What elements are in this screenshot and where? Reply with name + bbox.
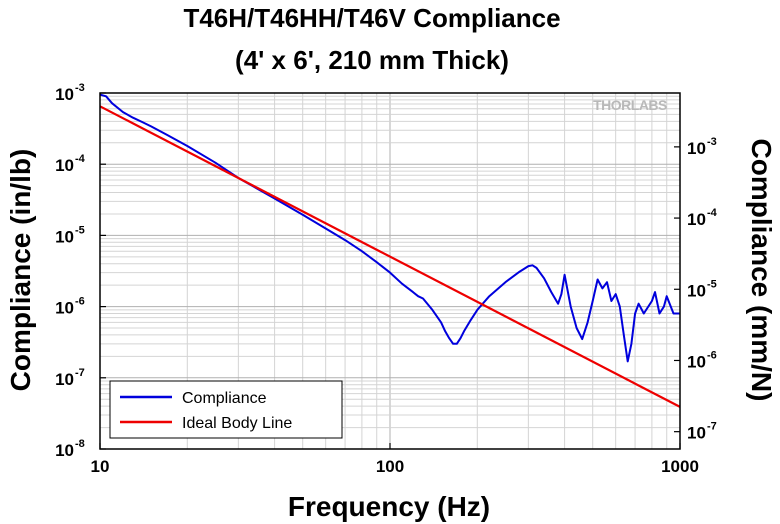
- chart-title: T46H/T46HH/T46V Compliance: [183, 3, 560, 33]
- y-left-tick-exponent: -7: [75, 367, 85, 379]
- y-left-tick-exponent: -8: [75, 438, 85, 450]
- y-right-tick-label: 10: [687, 139, 706, 158]
- y-left-tick-label: 10: [55, 299, 74, 318]
- y-axis-title-right: Compliance (mm/N): [746, 139, 777, 402]
- y-axis-title-left: Compliance (in/lb): [5, 149, 36, 392]
- y-right-tick-exponent: -3: [707, 136, 717, 148]
- y-right-tick-label: 10: [687, 352, 706, 371]
- series-line-compliance: [99, 93, 680, 363]
- y-left-tick-label: 10: [55, 85, 74, 104]
- legend-box: [109, 380, 343, 439]
- y-right-tick-exponent: -6: [707, 349, 717, 361]
- chart-subtitle: (4' x 6', 210 mm Thick): [235, 45, 509, 75]
- y-left-tick-exponent: -6: [75, 296, 85, 308]
- watermark: THORLABS: [593, 97, 667, 113]
- y-left-tick-label: 10: [55, 227, 74, 246]
- y-right-tick-label: 10: [687, 281, 706, 300]
- y-right-tick-exponent: -5: [707, 278, 717, 290]
- x-tick-label: 1000: [661, 457, 699, 476]
- legend-label-ideal-body-line: Ideal Body Line: [182, 415, 292, 432]
- y-left-tick-label: 10: [55, 370, 74, 389]
- legend: Compliance Ideal Body Line: [109, 380, 343, 439]
- watermark-text: THORLABS: [593, 97, 667, 113]
- y-left-tick-label: 10: [55, 441, 74, 460]
- x-tick-label: 10: [91, 457, 110, 476]
- y-right-tick-label: 10: [687, 210, 706, 229]
- series-layer: [99, 93, 681, 408]
- y-right-tick-label: 10: [687, 424, 706, 443]
- x-tick-label: 100: [376, 457, 404, 476]
- x-axis-title: Frequency (Hz): [288, 491, 490, 522]
- y-right-tick-exponent: -4: [707, 207, 718, 219]
- y-left-tick-exponent: -5: [75, 224, 85, 236]
- legend-label-compliance: Compliance: [182, 390, 267, 407]
- grid: [100, 93, 680, 449]
- y-left-tick-label: 10: [55, 156, 74, 175]
- y-left-tick-exponent: -3: [75, 82, 85, 94]
- series-line-ideal-body-line: [99, 105, 681, 408]
- y-right-tick-exponent: -7: [707, 421, 717, 433]
- y-left-tick-exponent: -4: [75, 153, 86, 165]
